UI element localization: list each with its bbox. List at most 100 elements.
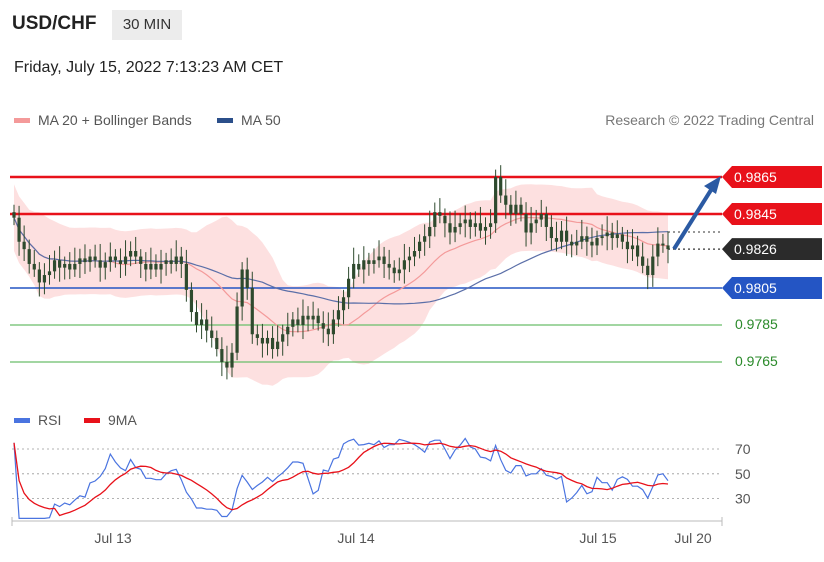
candle-body: [169, 260, 173, 264]
candle-body: [179, 256, 183, 264]
candle-body: [417, 241, 422, 251]
candle-body: [585, 236, 589, 242]
candle-body: [12, 212, 16, 218]
candle-body: [144, 263, 148, 270]
candle-body: [250, 288, 254, 335]
candle-body: [412, 251, 417, 257]
candle-body: [37, 269, 41, 283]
candle-body: [260, 337, 265, 344]
candle-body: [468, 219, 472, 227]
candle-body: [78, 258, 82, 264]
timestamp: Friday, July 15, 2022 7:13:23 AM CET: [14, 59, 284, 76]
candle-body: [519, 204, 523, 214]
candle-body: [199, 319, 204, 325]
legend-ma20: MA 20 + Bollinger Bands: [14, 112, 192, 128]
candle-body: [32, 263, 36, 270]
candle-body: [265, 337, 270, 344]
candle-body: [42, 275, 47, 283]
candle-body: [139, 256, 143, 264]
candle-body: [620, 234, 624, 242]
candle-body: [189, 289, 194, 313]
candle-body: [184, 263, 188, 290]
candle-body: [402, 260, 406, 270]
candle-body: [448, 223, 452, 233]
candle-body: [129, 251, 133, 257]
candle-body: [134, 251, 138, 257]
candle-body: [276, 341, 280, 350]
legend-rsi-ma-label: 9MA: [108, 412, 137, 428]
legend-ma20-label: MA 20 + Bollinger Bands: [38, 112, 192, 128]
candle-body: [504, 195, 508, 205]
candle-body: [554, 238, 559, 242]
candle-body: [306, 315, 310, 320]
candle-body: [98, 260, 102, 268]
candle-body: [646, 265, 650, 276]
candle-body: [463, 219, 467, 224]
candle-body: [529, 223, 533, 233]
candle-body: [630, 245, 635, 250]
candle-body: [615, 234, 619, 239]
candle-body: [159, 263, 163, 270]
candle-body: [210, 330, 214, 338]
candle-body: [281, 334, 285, 342]
candle-body: [625, 241, 630, 250]
candle-body: [559, 230, 564, 242]
timeframe-badge[interactable]: 30 MIN: [112, 10, 182, 40]
candle-body: [595, 238, 599, 246]
candle-body: [407, 256, 412, 261]
candle-body: [83, 258, 87, 263]
candle-body: [651, 256, 655, 276]
candle-body: [220, 349, 224, 362]
candle-body: [245, 269, 249, 288]
time-tick-label: Jul 20: [674, 530, 712, 546]
candle-body: [27, 249, 31, 264]
candle-body: [215, 337, 219, 350]
candle-body: [635, 245, 640, 257]
candle-body: [392, 267, 396, 274]
candle-body: [590, 241, 594, 246]
candle-body: [225, 362, 229, 368]
candle-body: [123, 256, 128, 264]
ma20-line: [13, 216, 669, 333]
candle-body: [296, 319, 300, 325]
candle-body: [438, 212, 442, 216]
ma20-swatch: [14, 117, 30, 123]
resistance-price-tag: 0.9845: [722, 203, 822, 225]
candle-body: [255, 334, 259, 338]
candle-body: [534, 219, 538, 224]
candle-body: [93, 256, 97, 261]
candle-body: [316, 315, 320, 324]
time-tick-label: Jul 14: [337, 530, 375, 546]
candle-body: [600, 236, 604, 239]
candle-body: [387, 263, 391, 268]
bollinger-band: [14, 184, 668, 386]
legend-rsi: RSI: [14, 412, 61, 428]
candle-body: [164, 260, 168, 264]
candle-body: [570, 241, 574, 246]
candle-body: [103, 262, 107, 268]
candle-body: [610, 232, 614, 239]
candle-body: [372, 260, 376, 264]
candle-body: [88, 256, 92, 263]
candle-body: [488, 223, 493, 227]
candle-body: [478, 223, 483, 231]
candle-body: [549, 226, 553, 239]
candle-body: [453, 226, 457, 233]
legend-ma50: MA 50: [217, 112, 281, 128]
candle-body: [326, 328, 330, 335]
candle-body: [341, 297, 346, 311]
candle-body: [63, 263, 67, 268]
candle-body: [149, 263, 153, 270]
candle-body: [52, 260, 57, 272]
forecast-arrow-shaft: [672, 188, 713, 251]
candle-body: [661, 243, 665, 246]
candle-body: [458, 223, 462, 227]
candle-body: [301, 315, 305, 325]
credit-text: Research © 2022 Trading Central: [605, 112, 814, 128]
candle-body: [336, 310, 341, 320]
candle-body: [230, 352, 234, 368]
candle-body: [382, 256, 386, 264]
candle-body: [58, 260, 62, 268]
candle-body: [656, 243, 660, 257]
candle-body: [311, 315, 315, 320]
